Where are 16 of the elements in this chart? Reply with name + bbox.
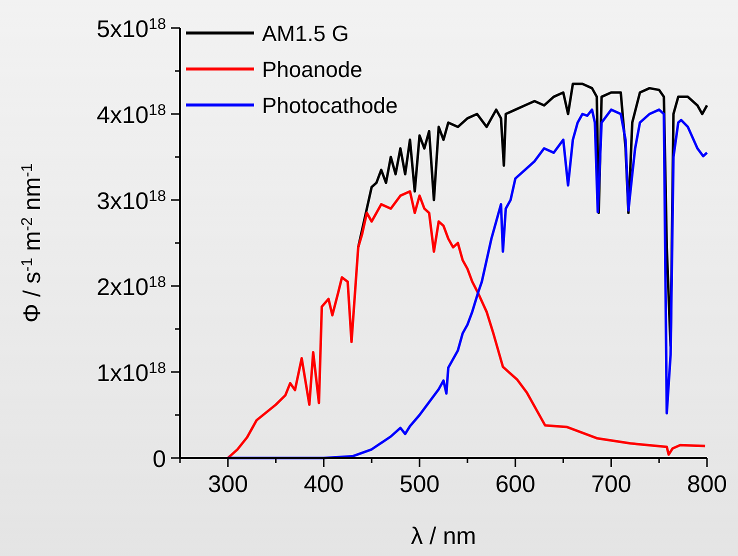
x-tick-label: 800 — [686, 471, 728, 498]
x-tick-label: 600 — [495, 471, 536, 498]
y-tick-label: 5x10$^{18}$ — [96, 16, 166, 43]
x-tick-label: 300 — [208, 471, 248, 498]
legend-label: Photocathode — [262, 93, 398, 118]
legend-label: AM1.5 G — [262, 21, 349, 46]
x-axis-title: λ / nm — [410, 523, 476, 550]
x-tick-label: 700 — [591, 471, 632, 498]
y-tick-label: 1x10$^{18}$ — [96, 360, 166, 387]
legend-label: Phoanode — [262, 57, 362, 82]
x-tick-label: 400 — [304, 471, 344, 498]
y-tick-label: 2x10$^{18}$ — [96, 274, 166, 301]
y-tick-label: 3x10$^{18}$ — [96, 188, 166, 215]
y-tick-label: 4x10$^{18}$ — [96, 102, 166, 129]
x-tick-label: 500 — [400, 471, 440, 498]
y-tick-label: 0 — [152, 446, 166, 473]
